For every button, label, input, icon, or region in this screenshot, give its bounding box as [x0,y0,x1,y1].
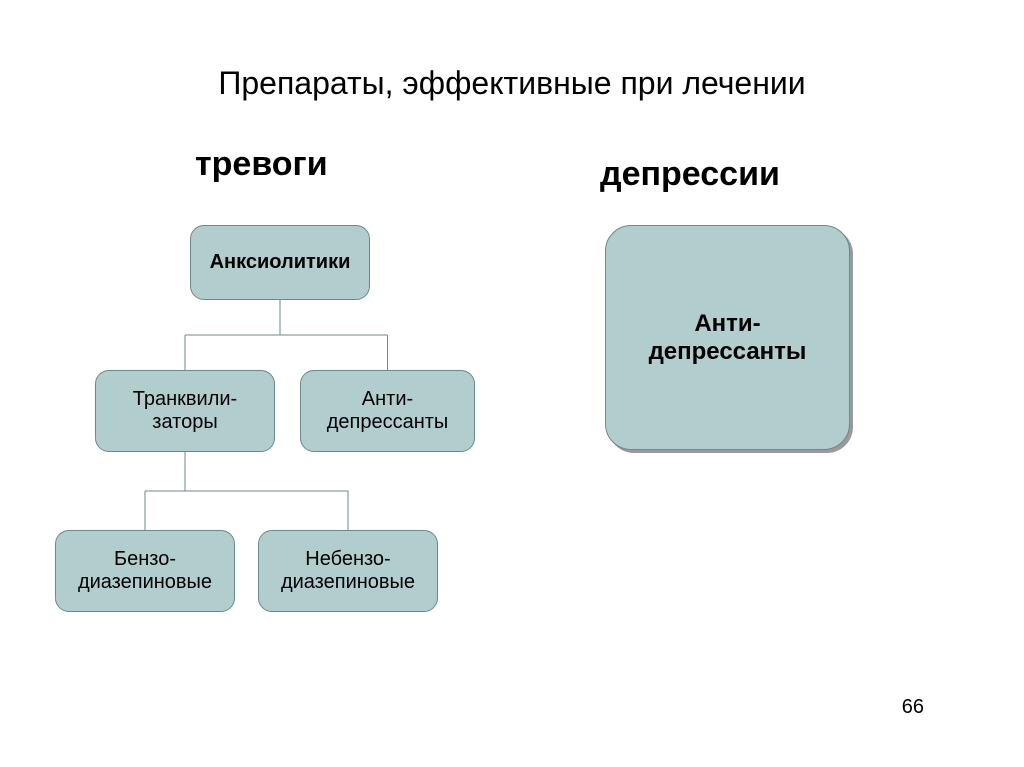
slide-title: Препараты, эффективные при лечении [0,65,1024,102]
tree-node-nbenz: Небензо- диазепиновые [258,530,438,612]
tree-node-root: Анксиолитики [190,225,370,300]
tree-node-antid: Анти- депрессанты [300,370,475,452]
slide-number: 66 [902,696,924,719]
tree-node-trank: Транквили- заторы [95,370,275,452]
right-box-antidepressants: Анти- депрессанты [605,225,850,450]
tree-node-benzo: Бензо- диазепиновые [55,530,235,612]
subhead-right: депрессии [600,155,780,194]
subhead-left: тревоги [195,145,328,184]
